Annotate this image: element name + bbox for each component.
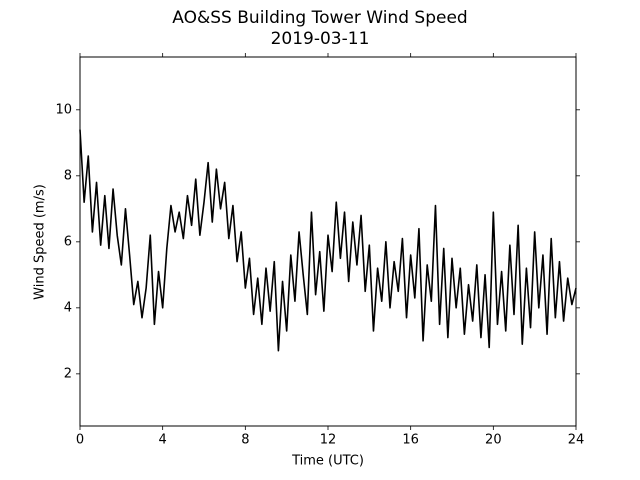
x-axis-label: Time (UTC)	[291, 454, 364, 469]
y-tick-label: 10	[55, 102, 72, 117]
x-tick-label: 0	[76, 433, 84, 448]
y-tick-label: 6	[64, 234, 72, 249]
chart-title: AO&SS Building Tower Wind Speed	[172, 8, 467, 28]
data-line	[79, 129, 577, 352]
x-tick-label: 16	[402, 433, 419, 448]
x-tick-label: 12	[320, 433, 337, 448]
x-tick-label: 20	[485, 433, 502, 448]
x-tick-label: 8	[241, 433, 249, 448]
y-axis-label: Wind Speed (m/s)	[33, 184, 48, 300]
chart-subtitle: 2019-03-11	[271, 29, 370, 49]
y-tick-label: 8	[64, 168, 72, 183]
x-tick-label: 24	[568, 433, 585, 448]
x-tick-label: 4	[159, 433, 167, 448]
y-tick-label: 2	[64, 366, 72, 381]
y-tick-label: 4	[64, 300, 72, 315]
